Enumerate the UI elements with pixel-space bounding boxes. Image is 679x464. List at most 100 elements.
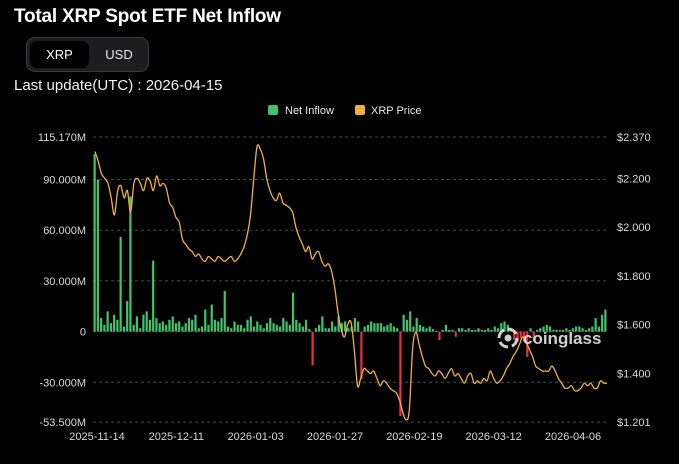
x-tick-label: 2026-02-19: [386, 431, 442, 443]
inflow-bar: [454, 331, 457, 337]
legend-label-net-inflow[interactable]: Net Inflow: [285, 105, 334, 117]
x-tick-label: 2026-04-06: [545, 431, 601, 443]
xrp-price-line: [94, 144, 608, 421]
inflow-bar: [194, 314, 197, 332]
right-tick-label: $2.200: [617, 173, 651, 185]
inflow-bar: [457, 328, 461, 332]
inflow-bar: [145, 311, 148, 332]
inflow-bar: [561, 329, 565, 332]
inflow-bar: [383, 326, 386, 332]
inflow-bar: [470, 329, 474, 332]
inflow-bar: [588, 328, 591, 332]
inflow-bar: [435, 330, 438, 332]
left-tick-label: -53.500M: [40, 417, 86, 429]
inflow-bar: [126, 301, 129, 332]
inflow-bar: [327, 328, 330, 332]
inflow-bar: [591, 326, 594, 332]
inflow-bar: [298, 323, 301, 332]
inflow-bar: [467, 328, 470, 332]
inflow-bar: [197, 328, 200, 332]
xrp-toggle-button[interactable]: XRP: [30, 41, 89, 68]
right-tick-label: $2.000: [617, 222, 651, 234]
inflow-bar: [340, 323, 343, 332]
right-tick-label: $1.600: [617, 320, 651, 332]
inflow-bar: [282, 318, 285, 332]
grid-lines: [93, 136, 607, 423]
inflow-bar: [441, 329, 444, 332]
inflow-bar: [363, 326, 366, 332]
last-update-text: Last update(UTC) : 2026-04-15: [14, 77, 223, 94]
inflow-bar: [249, 316, 252, 332]
inflow-bar: [236, 324, 239, 332]
inflow-bar: [239, 324, 243, 332]
inflow-bar: [116, 319, 119, 332]
inflow-bar: [376, 323, 379, 332]
inflow-bar: [106, 311, 109, 332]
inflow-bar: [184, 323, 187, 332]
inflow-bar: [578, 326, 581, 332]
inflow-bar: [428, 326, 431, 332]
inflow-bar: [373, 323, 376, 332]
inflow-bar: [477, 328, 480, 332]
inflow-bar: [314, 328, 317, 332]
inflow-bar: [539, 328, 542, 332]
inflow-bar: [119, 236, 122, 332]
right-axis: $2.370 $2.200 $2.000 $1.800 $1.600 $1.400 $1.2…: [617, 132, 651, 429]
inflow-bar: [418, 324, 422, 332]
inflow-bar: [233, 321, 236, 332]
inflow-bar: [366, 324, 369, 332]
inflow-bar: [448, 329, 451, 332]
inflow-bar: [243, 328, 246, 332]
inflow-bar: [496, 328, 500, 332]
inflow-bar: [483, 329, 487, 332]
inflow-bar: [513, 331, 516, 341]
inflow-bar: [487, 328, 490, 332]
inflow-bar: [100, 318, 103, 332]
inflow-bar: [584, 329, 587, 332]
usd-toggle-button[interactable]: USD: [105, 47, 133, 62]
inflow-bar: [122, 326, 126, 332]
inflow-bar: [353, 318, 356, 332]
inflow-bar: [444, 324, 448, 332]
inflow-bar: [321, 316, 324, 332]
watermark-text: coinglass: [523, 329, 601, 348]
inflow-bar: [604, 309, 607, 332]
x-tick-label: 2026-01-27: [307, 431, 363, 443]
inflow-bar: [474, 329, 477, 332]
right-tick-label: $1.800: [617, 271, 651, 283]
inflow-bar: [409, 311, 412, 332]
left-tick-label: 0: [80, 327, 86, 339]
inflow-bar: [438, 331, 441, 341]
inflow-bar: [503, 321, 506, 332]
inflow-bar: [291, 292, 295, 332]
x-tick-label: 2026-03-12: [466, 431, 522, 443]
legend-label-xrp-price[interactable]: XRP Price: [371, 105, 422, 117]
inflow-bar: [542, 326, 545, 332]
inflow-bar: [217, 321, 220, 332]
currency-toggle: XRP USD: [26, 37, 149, 72]
inflow-bar: [431, 329, 435, 332]
inflow-bar: [207, 324, 210, 332]
right-tick-label: $2.370: [617, 132, 651, 144]
inflow-bar: [516, 331, 519, 342]
inflow-bar: [152, 260, 155, 332]
inflow-bar: [552, 329, 555, 332]
inflow-bar: [285, 321, 288, 332]
inflow-bar: [93, 154, 96, 332]
x-tick-label: 2025-11-14: [69, 431, 124, 443]
inflow-bar: [519, 331, 522, 339]
inflow-bar: [360, 331, 363, 379]
inflow-bar: [230, 328, 233, 332]
inflow-bar: [210, 304, 213, 332]
inflow-bar: [386, 324, 389, 332]
inflow-bar: [135, 316, 139, 332]
left-tick-label: -30.000M: [40, 377, 86, 389]
inflow-bar: [548, 326, 552, 332]
inflow-bar: [223, 291, 226, 332]
inflow-bars: [93, 154, 607, 417]
inflow-bar: [597, 326, 600, 332]
inflow-bar: [155, 318, 158, 332]
inflow-bar: [370, 321, 373, 332]
inflow-bar: [168, 319, 171, 332]
right-tick-label: $1.201: [617, 417, 651, 429]
